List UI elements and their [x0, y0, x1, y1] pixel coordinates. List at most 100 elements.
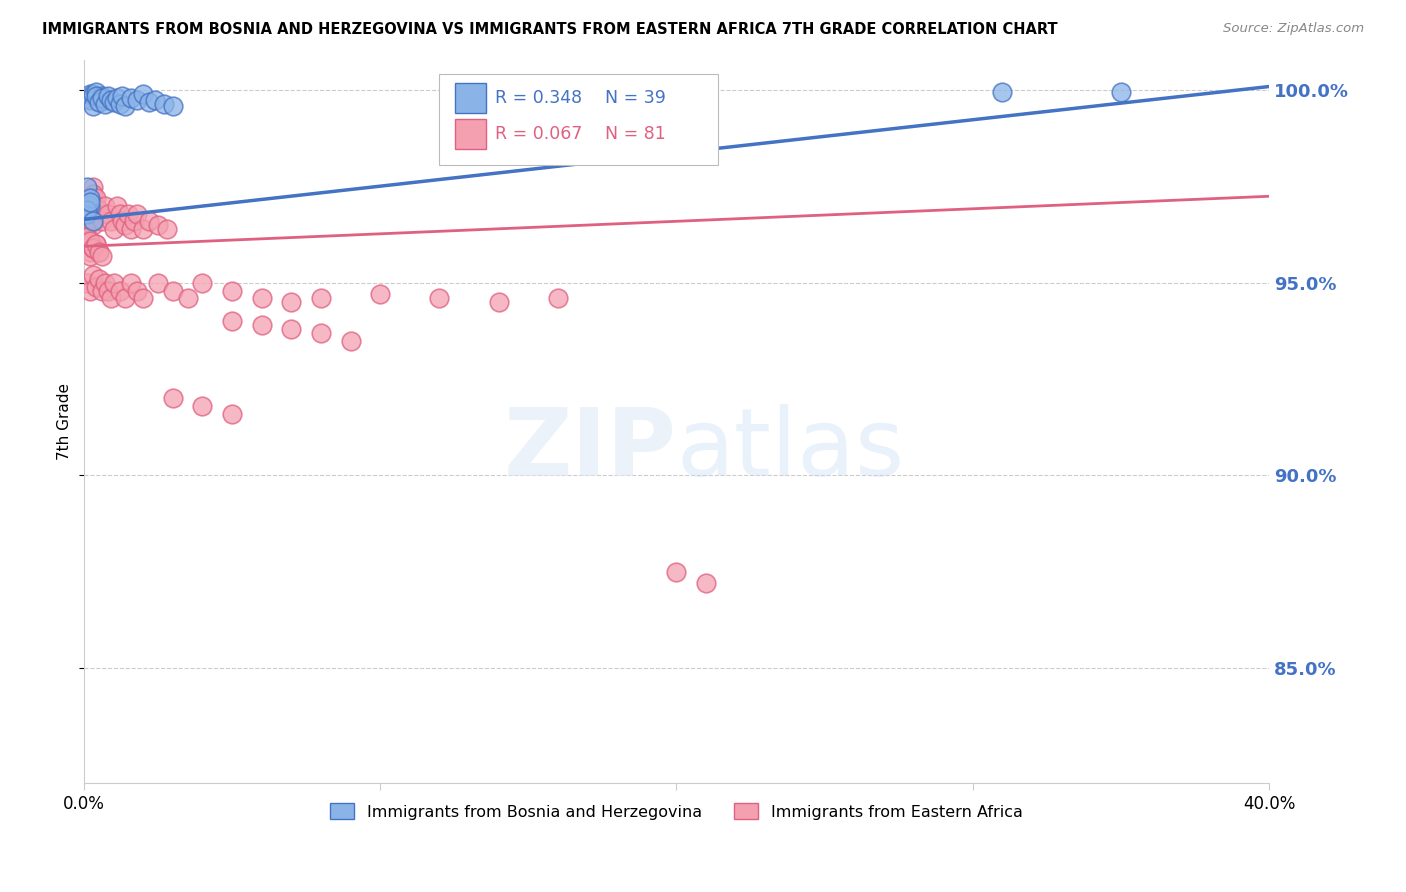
- Point: [82, 187, 104, 202]
- Point: [100, 93, 122, 107]
- Point: [76, 202, 98, 217]
- Text: N = 81: N = 81: [606, 125, 666, 143]
- Point: [100, 291, 122, 305]
- Point: [138, 214, 160, 228]
- Point: [162, 99, 184, 113]
- Point: [93, 96, 115, 111]
- Point: [250, 291, 273, 305]
- Point: [143, 93, 166, 107]
- Point: [120, 91, 142, 105]
- Point: [103, 276, 125, 290]
- Point: [176, 291, 198, 305]
- Point: [87, 245, 110, 260]
- FancyBboxPatch shape: [456, 83, 485, 113]
- Point: [488, 295, 510, 310]
- Point: [120, 222, 142, 236]
- Point: [79, 214, 101, 228]
- Point: [82, 89, 104, 103]
- Point: [79, 195, 101, 210]
- Point: [82, 241, 104, 255]
- Text: IMMIGRANTS FROM BOSNIA AND HERZEGOVINA VS IMMIGRANTS FROM EASTERN AFRICA 7TH GRA: IMMIGRANTS FROM BOSNIA AND HERZEGOVINA V…: [42, 22, 1057, 37]
- Point: [111, 214, 134, 228]
- Text: R = 0.348: R = 0.348: [495, 89, 582, 107]
- Point: [429, 291, 451, 305]
- Point: [111, 89, 134, 103]
- Point: [309, 326, 332, 340]
- Point: [76, 206, 98, 220]
- Point: [76, 218, 98, 232]
- Point: [90, 91, 112, 105]
- Point: [82, 179, 104, 194]
- Text: N = 39: N = 39: [606, 89, 666, 107]
- Point: [127, 206, 149, 220]
- Point: [97, 89, 120, 103]
- Point: [76, 91, 98, 105]
- Point: [191, 276, 214, 290]
- Point: [108, 96, 131, 111]
- Point: [87, 95, 110, 109]
- Text: ZIP: ZIP: [503, 404, 676, 497]
- Point: [82, 268, 104, 283]
- Point: [250, 318, 273, 333]
- Point: [76, 234, 98, 248]
- Point: [93, 93, 115, 107]
- Point: [87, 272, 110, 286]
- Point: [1109, 86, 1132, 100]
- Point: [100, 214, 122, 228]
- Point: [87, 206, 110, 220]
- Point: [84, 199, 107, 213]
- Point: [93, 276, 115, 290]
- Point: [127, 93, 149, 107]
- Point: [132, 87, 155, 102]
- Point: [120, 276, 142, 290]
- Point: [105, 199, 128, 213]
- Point: [114, 99, 136, 113]
- Point: [458, 86, 481, 100]
- Point: [79, 191, 101, 205]
- Point: [138, 95, 160, 109]
- Point: [339, 334, 361, 348]
- Point: [114, 291, 136, 305]
- Point: [103, 222, 125, 236]
- Point: [156, 222, 179, 236]
- Point: [79, 93, 101, 107]
- Point: [79, 199, 101, 213]
- Point: [97, 284, 120, 298]
- Point: [90, 284, 112, 298]
- Text: atlas: atlas: [676, 404, 904, 497]
- Point: [82, 241, 104, 255]
- Point: [127, 284, 149, 298]
- Point: [84, 191, 107, 205]
- Point: [90, 214, 112, 228]
- Point: [368, 287, 391, 301]
- Point: [132, 291, 155, 305]
- Point: [79, 284, 101, 298]
- FancyBboxPatch shape: [456, 119, 485, 149]
- Point: [79, 199, 101, 213]
- Point: [87, 245, 110, 260]
- Point: [146, 218, 169, 232]
- Point: [82, 218, 104, 232]
- Point: [82, 87, 104, 102]
- Legend: Immigrants from Bosnia and Herzegovina, Immigrants from Eastern Africa: Immigrants from Bosnia and Herzegovina, …: [323, 797, 1029, 826]
- Point: [84, 279, 107, 293]
- Point: [93, 199, 115, 213]
- Point: [79, 249, 101, 263]
- Point: [105, 91, 128, 105]
- Point: [695, 576, 717, 591]
- Point: [87, 202, 110, 217]
- Point: [79, 245, 101, 260]
- Point: [87, 95, 110, 109]
- Point: [191, 399, 214, 413]
- Point: [76, 276, 98, 290]
- Point: [114, 218, 136, 232]
- Point: [665, 87, 688, 102]
- Point: [162, 392, 184, 406]
- Point: [162, 284, 184, 298]
- Text: R = 0.067: R = 0.067: [495, 125, 582, 143]
- Point: [79, 191, 101, 205]
- Point: [76, 222, 98, 236]
- Point: [117, 206, 139, 220]
- Point: [665, 565, 688, 579]
- Point: [103, 95, 125, 109]
